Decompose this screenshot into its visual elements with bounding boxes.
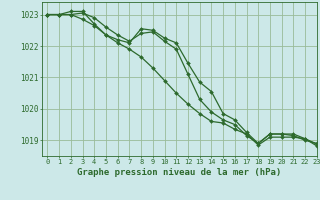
- X-axis label: Graphe pression niveau de la mer (hPa): Graphe pression niveau de la mer (hPa): [77, 168, 281, 177]
